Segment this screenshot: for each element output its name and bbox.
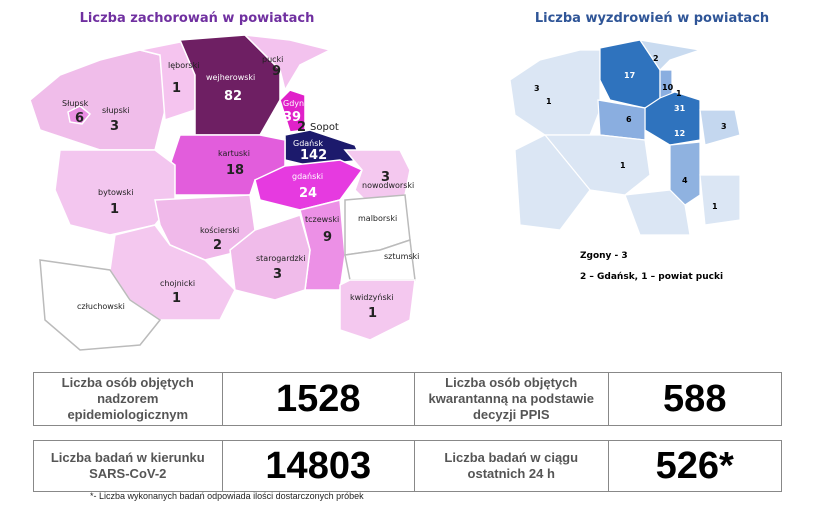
region-value: 12	[674, 129, 685, 138]
cell-value: 588	[663, 377, 727, 420]
region-value: 18	[226, 163, 244, 178]
map-title: Liczba zachorowań w powiatach	[80, 11, 315, 26]
right-map	[509, 39, 741, 236]
region-name: Gdynia	[283, 99, 311, 108]
cell-value: 14803	[223, 441, 415, 491]
region-name: malborski	[358, 214, 397, 223]
region-name: Gdańsk	[293, 139, 323, 148]
cell-value: 1528	[223, 373, 415, 425]
region-value: 1	[620, 161, 626, 170]
region	[699, 174, 741, 226]
region	[154, 194, 256, 261]
region-value: 2	[213, 238, 222, 253]
region-value: 4	[682, 176, 688, 185]
region	[254, 159, 364, 211]
region-value: 1	[712, 202, 718, 211]
region	[638, 39, 701, 71]
footnote: *- Liczba wykonanych badań odpowiada ilo…	[90, 491, 364, 501]
region	[229, 214, 311, 301]
region-name: kartuski	[218, 149, 250, 158]
region-value: 142	[300, 148, 327, 163]
region-value: 1	[546, 97, 552, 106]
region-value: 1	[110, 202, 119, 217]
left-map	[29, 34, 416, 351]
region-value: 3	[273, 267, 282, 282]
region-name: chojnicki	[160, 279, 195, 288]
region-value: 6	[75, 111, 84, 126]
region-value: 10	[662, 83, 674, 92]
region-value: 3	[534, 84, 540, 93]
region	[514, 134, 591, 231]
region-value: 17	[624, 71, 635, 80]
region-value: 82	[224, 89, 242, 104]
table-row: Liczba badań w kierunku SARS-CoV-2 14803…	[33, 440, 782, 492]
region-name: Słupsk	[62, 99, 89, 108]
region-value: 2	[653, 54, 659, 63]
cell-label: Liczba osób objętych nadzorem epidemiolo…	[34, 373, 223, 425]
map-title: Liczba wyzdrowień w powiatach	[535, 11, 769, 26]
region-name: wejherowski	[206, 73, 255, 82]
region	[509, 49, 601, 136]
region-value: 31	[674, 104, 686, 113]
table-row: Liczba osób objętych nadzorem epidemiolo…	[33, 372, 782, 426]
region	[29, 49, 166, 151]
region-name: nowodworski	[362, 181, 414, 190]
region-name: człuchowski	[77, 302, 125, 311]
cell-label: Liczba badań w kierunku SARS-CoV-2	[34, 441, 223, 491]
region-value: 24	[299, 186, 317, 201]
region-value: 3	[381, 170, 390, 185]
region-name: gdański	[292, 172, 323, 181]
left-labels: lęborski 1 wejherowski 82 pucki 9 Gdynia…	[62, 55, 419, 321]
region-value: 1	[676, 89, 682, 98]
region-name: starogardzki	[256, 254, 305, 263]
cell-value: 526*	[655, 444, 734, 487]
region-value: 9	[272, 64, 281, 79]
region-value: 3	[110, 119, 119, 134]
region-name: kościerski	[200, 225, 239, 235]
deaths: Zgony - 3	[580, 251, 628, 261]
cell-label: Liczba badań w ciągu ostatnich 24 h	[415, 441, 609, 491]
region	[699, 109, 741, 146]
region-value: 3	[721, 122, 727, 131]
cell-label: Liczba osób objętych kwarantanną na pods…	[415, 373, 609, 425]
right-labels: 3 1 17 2 10 1 31 6 12 3 1 4 1	[534, 54, 727, 211]
region	[669, 141, 701, 206]
region-name: bytowski	[98, 188, 133, 197]
region	[279, 89, 306, 133]
deaths-detail: 2 – Gdańsk, 1 – powiat pucki	[580, 272, 723, 282]
region-value: 39	[283, 110, 301, 125]
region-value: 2	[297, 120, 306, 135]
region-name: sztumski	[384, 252, 419, 261]
region-value: 1	[172, 291, 181, 306]
region-name: lęborski	[168, 61, 199, 70]
maps: Liczba zachorowań w powiatach lęborski 1…	[29, 11, 769, 351]
region	[67, 105, 92, 125]
region-name: tczewski	[305, 215, 339, 224]
region-value: 1	[368, 306, 377, 321]
region-value: 6	[626, 115, 632, 124]
region-name: kwidzyński	[350, 293, 394, 302]
region-name: Sopot	[310, 122, 339, 133]
region	[344, 238, 416, 281]
region-name: pucki	[262, 55, 283, 64]
region	[39, 259, 162, 351]
region	[339, 279, 416, 341]
region	[242, 34, 333, 92]
region-value: 9	[323, 230, 332, 245]
region-name: słupski	[102, 106, 130, 115]
region	[624, 189, 691, 236]
region-value: 1	[172, 81, 181, 96]
